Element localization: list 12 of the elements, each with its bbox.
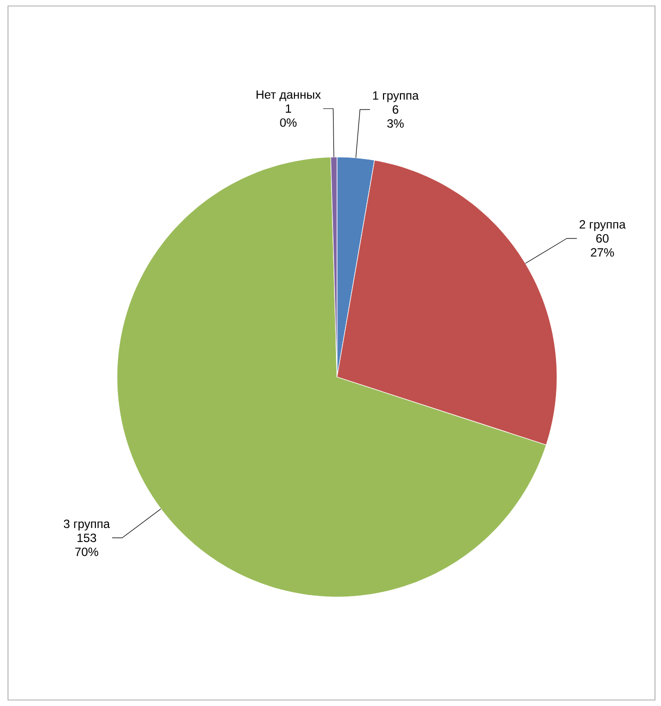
text: 3% [387,119,404,128]
slice-label: 3 группа [64,520,110,530]
slice-label: Нет данных [256,90,321,102]
data-label: 1 [286,104,292,113]
slice-label: 1 группа [373,91,419,102]
slice-label: 2 группа [580,220,626,232]
data-label: 60 [596,234,609,243]
data-label: 153 [78,534,96,542]
text: 70% [75,548,98,556]
text: 27% [590,248,614,257]
text: 0% [280,118,297,127]
data-label: 6 [392,105,398,114]
